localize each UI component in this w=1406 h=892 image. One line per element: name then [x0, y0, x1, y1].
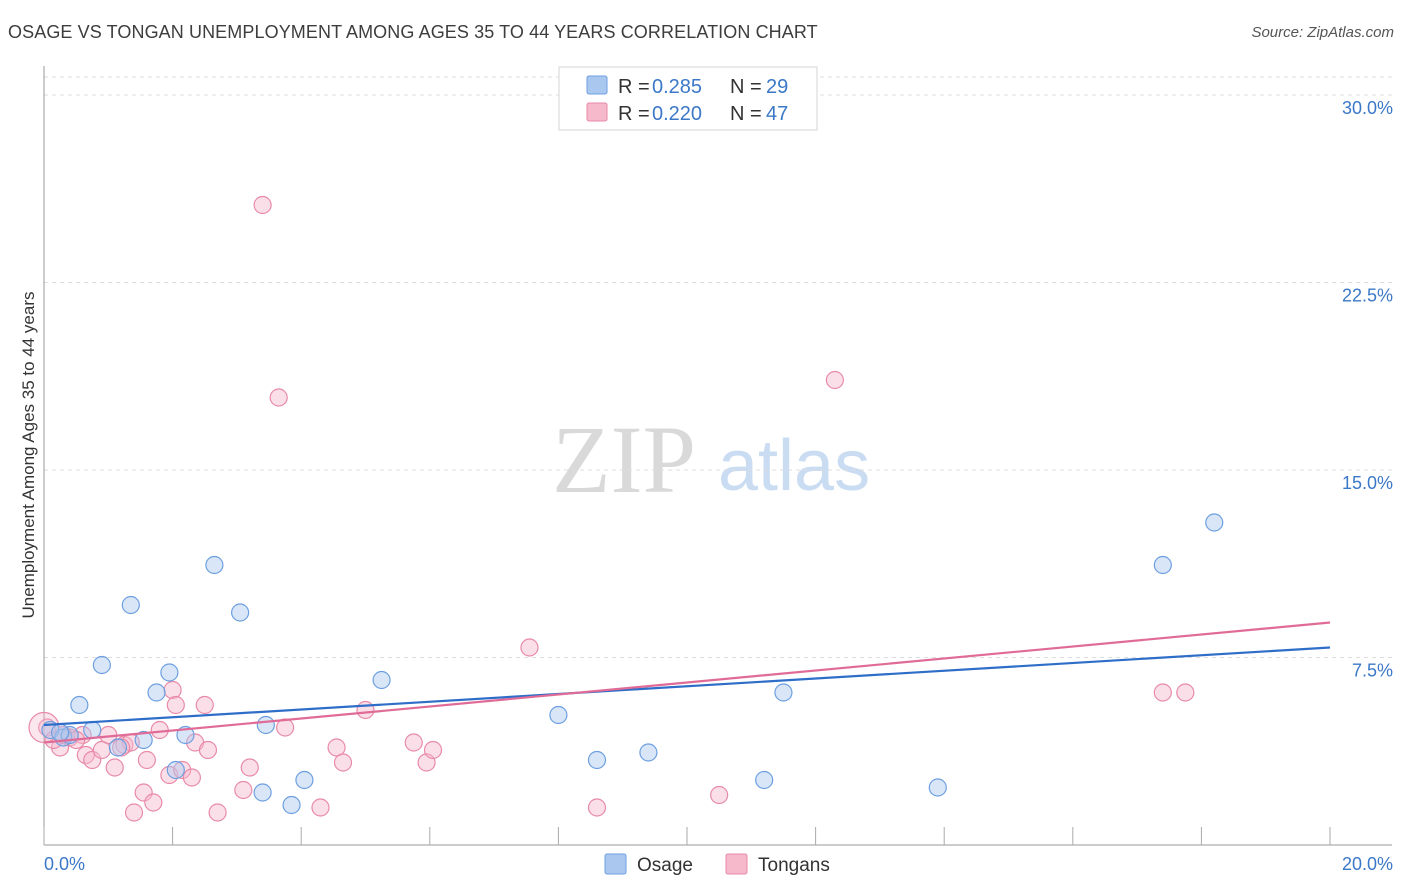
tongans-point [198, 740, 218, 760]
legend-r-value-osage: 0.285 [652, 76, 702, 98]
osage-point [166, 760, 185, 780]
series-osage [41, 513, 1224, 815]
chart-title: OSAGE VS TONGAN UNEMPLOYMENT AMONG AGES … [8, 22, 818, 42]
osage-point [83, 720, 102, 740]
tongans-point [825, 370, 844, 390]
bottom-legend-swatch-tongans [725, 853, 748, 875]
watermark-zip: ZIP [552, 406, 696, 513]
x-tick-label: 0.0% [44, 854, 85, 874]
osage-point [160, 663, 179, 682]
tongans-point [1153, 683, 1172, 702]
tongans-point [163, 680, 182, 700]
osage-point [755, 770, 774, 790]
tongans-trendline [43, 621, 1331, 744]
tongans-point [208, 803, 227, 822]
osage-point [70, 695, 89, 715]
osage-point [1205, 513, 1224, 532]
axes [43, 66, 1392, 846]
tongans-point [144, 793, 163, 812]
osage-point [134, 730, 153, 750]
tongans-point [137, 750, 156, 770]
osage-point [282, 795, 301, 815]
tongans-point [311, 798, 330, 817]
tongans-point [83, 750, 102, 770]
osage-point [1153, 555, 1172, 575]
watermark-atlas: atlas [718, 426, 870, 506]
tongans-point [587, 798, 607, 817]
osage-point [92, 655, 111, 675]
tongans-point [234, 780, 253, 800]
gridlines [44, 76, 1392, 658]
y-tick-label: 22.5% [1342, 286, 1393, 306]
osage-point [774, 683, 793, 702]
osage-point [205, 555, 224, 575]
legend-swatch-tongans [586, 102, 608, 122]
osage-point [639, 743, 658, 762]
osage-point [121, 595, 140, 615]
legend-n-value-osage: 29 [766, 76, 788, 98]
bottom-legend-swatch-osage [604, 853, 627, 875]
legend-r-value-tongans: 0.220 [652, 103, 702, 125]
tongans-point [124, 803, 144, 822]
osage-point [928, 778, 947, 797]
osage-point [295, 770, 314, 790]
tongans-point [182, 768, 201, 787]
tongans-point [327, 738, 346, 757]
trendlines [43, 621, 1331, 744]
tongans-point [150, 720, 169, 740]
y-tick-label: 30.0% [1342, 98, 1393, 118]
osage-point [549, 705, 568, 725]
tongans-point [253, 195, 272, 215]
tongans-point [166, 695, 185, 715]
tongans-point [356, 700, 375, 720]
y-axis-title: Unemployment Among Ages 35 to 44 years [19, 292, 38, 619]
tongans-point [333, 753, 353, 772]
tongans-point [195, 695, 214, 715]
y-tick-label: 7.5% [1352, 661, 1393, 681]
osage-point [108, 738, 128, 757]
osage-point [50, 723, 70, 742]
y-tick-label: 15.0% [1342, 473, 1393, 493]
series-legend: Osage Tongans [604, 853, 830, 876]
tongans-point [423, 740, 443, 760]
legend-swatch-osage [586, 75, 608, 95]
osage-point [147, 683, 166, 702]
tongans-point [1176, 683, 1195, 702]
legend-n-value-tongans: 47 [766, 103, 788, 125]
tongans-point [105, 758, 124, 777]
tongans-point [269, 388, 288, 407]
tongans-point [404, 733, 423, 752]
x-tick-labels: 0.0% 20.0% [44, 854, 1393, 874]
x-tick-label: 20.0% [1342, 854, 1393, 874]
osage-point [253, 783, 272, 802]
tongans-point [240, 758, 259, 777]
y-tick-labels: 7.5% 15.0% 22.5% 30.0% [1342, 98, 1393, 681]
osage-trendline [43, 646, 1331, 727]
osage-point [372, 670, 391, 690]
stats-legend: R = 0.285 N = 29 R = 0.220 N = 47 [558, 66, 818, 131]
tongans-point [710, 785, 729, 805]
legend-n-label-osage: N = [730, 76, 762, 98]
legend-r-label-tongans: R = [618, 103, 650, 125]
osage-point [587, 750, 607, 770]
legend-r-label-osage: R = [618, 76, 650, 98]
bottom-legend-label-osage: Osage [637, 855, 693, 876]
tongans-point [520, 638, 539, 657]
tongans-point [173, 760, 192, 780]
tongans-point [134, 783, 153, 802]
legend-n-label-tongans: N = [730, 103, 762, 125]
source-credit: Source: ZipAtlas.com [1251, 24, 1394, 41]
osage-point [231, 603, 250, 622]
osage-point [256, 715, 275, 735]
bottom-legend-label-tongans: Tongans [758, 855, 830, 876]
